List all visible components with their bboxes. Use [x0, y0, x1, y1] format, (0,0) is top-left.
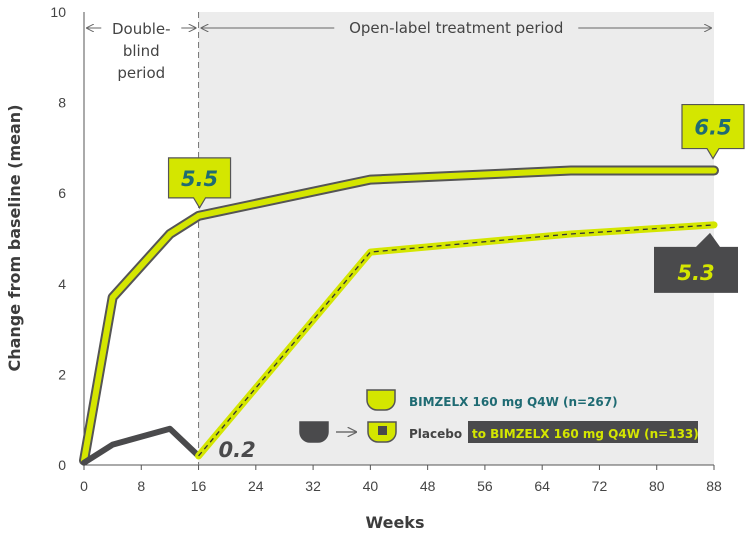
open-label-shade: [198, 12, 714, 465]
callout-value: 5.5: [181, 167, 218, 191]
x-tick-label: 40: [363, 478, 379, 494]
y-tick-label: 2: [58, 366, 66, 382]
open-label-period-label: Open-label treatment period: [349, 19, 563, 37]
x-tick-label: 48: [420, 478, 436, 494]
legend-swatch-placebo: [299, 421, 329, 443]
x-tick-label: 8: [137, 478, 145, 494]
x-tick-label: 16: [191, 478, 207, 494]
callout-box: [167, 157, 232, 210]
legend: BIMZELX 160 mg Q4W (n=267) Placebo to BIMZ…: [299, 389, 699, 443]
x-tick-label: 64: [534, 478, 550, 494]
x-tick-label: 80: [649, 478, 665, 494]
legend-highlight-bg: [468, 421, 698, 443]
y-tick-label: 4: [58, 276, 66, 292]
callout-value: 5.3: [677, 261, 714, 285]
double-blind-label-line: period: [117, 64, 165, 82]
y-axis-title: Change from baseline (mean): [5, 104, 24, 371]
period-labels: Double-blind period Open-label treatment p…: [87, 12, 711, 465]
series-line: [81, 167, 717, 464]
callouts: 5.5 6.5 5.3 0.2: [167, 103, 745, 462]
x-tick-label: 56: [477, 478, 493, 494]
x-tick-label: 24: [248, 478, 264, 494]
x-tick-label: 72: [592, 478, 608, 494]
y-tick-label: 6: [58, 185, 66, 201]
callout-box: [681, 103, 745, 160]
legend-label-bimzelx: BIMZELX 160 mg Q4W (n=267): [409, 395, 618, 409]
legend-label-placebo: Placebo: [409, 427, 462, 441]
double-blind-label-line: blind: [123, 42, 160, 60]
series-line: [81, 425, 202, 466]
y-tick-label: 0: [58, 457, 66, 473]
x-axis-title: Weeks: [366, 513, 425, 532]
callout-value: 6.5: [694, 116, 731, 140]
double-blind-label-line: Double-: [112, 20, 171, 38]
callout-box: [654, 232, 738, 293]
callout-value: 0.2: [219, 438, 256, 462]
legend-swatch-inner: [378, 426, 387, 435]
series-lines: [79, 165, 719, 466]
x-tick-label: 0: [80, 478, 88, 494]
y-tick-label: 8: [58, 95, 66, 111]
x-tick-label: 88: [706, 478, 722, 494]
series-line: [195, 221, 718, 460]
legend-swatch-bimzelx: [366, 389, 396, 411]
x-tick-label: 32: [305, 478, 321, 494]
y-tick-label: 10: [50, 4, 66, 20]
legend-label-switch: to BIMZELX 160 mg Q4W (n=133): [472, 427, 699, 441]
